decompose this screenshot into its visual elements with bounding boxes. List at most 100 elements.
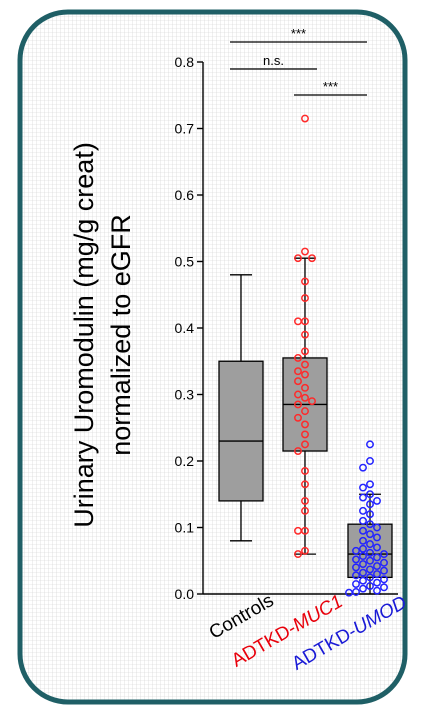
data-point — [359, 493, 367, 502]
data-point — [366, 490, 374, 499]
chart-frame — [17, 9, 408, 705]
data-point — [366, 582, 374, 590]
data-point — [359, 568, 367, 577]
box-plots — [218, 257, 393, 595]
data-point — [380, 566, 388, 575]
data-point — [301, 330, 309, 339]
data-point — [373, 543, 381, 552]
data-point — [359, 506, 367, 515]
data-point — [294, 447, 302, 455]
data-point — [359, 552, 367, 561]
y-axis: 0.0 0.1 0.2 0.3 0.4 0.5 0.6 0.7 0.8 — [175, 54, 398, 602]
y-tick-label: 0.6 — [175, 187, 195, 203]
data-point — [359, 463, 367, 472]
data-point — [301, 247, 309, 256]
data-point — [366, 510, 374, 519]
data-point — [380, 558, 388, 567]
data-point — [301, 407, 309, 416]
data-point — [366, 480, 374, 489]
data-point — [352, 546, 360, 555]
data-point — [366, 440, 374, 449]
data-point — [301, 420, 309, 429]
data-point — [359, 483, 367, 492]
data-point — [373, 533, 381, 542]
data-point — [373, 586, 381, 595]
data-point — [359, 536, 367, 545]
data-point — [359, 526, 367, 535]
data-point — [373, 570, 381, 578]
data-point — [373, 562, 381, 571]
data-point — [308, 397, 316, 406]
data-point — [366, 457, 374, 465]
data-point — [352, 580, 360, 588]
data-point — [373, 578, 381, 587]
y-tick-label: 0.8 — [175, 54, 195, 70]
data-point — [366, 565, 374, 574]
data-point — [380, 550, 388, 559]
significance-label: *** — [323, 79, 338, 94]
data-point — [308, 254, 316, 263]
y-axis-title-line2: normalized to eGFR — [106, 214, 136, 456]
data-point — [359, 544, 367, 553]
y-tick-label: 0.7 — [175, 121, 195, 137]
y-tick-label: 0.2 — [175, 453, 195, 469]
data-point — [366, 548, 374, 557]
data-point — [380, 583, 388, 592]
data-point — [345, 588, 353, 597]
data-points — [294, 114, 388, 597]
data-point — [359, 560, 367, 569]
data-point — [301, 496, 309, 505]
significance-label: n.s. — [263, 53, 284, 68]
data-point — [352, 555, 360, 564]
data-point — [366, 573, 374, 582]
data-point — [301, 277, 309, 286]
data-point — [294, 367, 302, 376]
y-tick-label: 0.4 — [175, 320, 195, 336]
data-point — [301, 546, 309, 555]
data-point — [373, 553, 381, 562]
data-point — [359, 516, 367, 525]
significance-label: *** — [291, 26, 306, 41]
data-point — [366, 500, 374, 509]
data-point — [294, 377, 302, 386]
data-point — [294, 400, 302, 409]
data-point — [366, 556, 374, 565]
data-point — [301, 393, 309, 402]
data-point — [301, 430, 309, 439]
y-tick-label: 0.1 — [175, 520, 195, 536]
data-point — [294, 353, 302, 362]
data-point — [294, 413, 302, 422]
data-point — [301, 294, 309, 303]
data-point — [366, 540, 374, 549]
significance-brackets: *** n.s. *** — [230, 26, 367, 96]
data-point — [301, 114, 309, 123]
data-point — [301, 370, 309, 379]
data-point — [373, 496, 381, 505]
data-point — [294, 526, 302, 535]
data-point — [301, 440, 309, 449]
data-point — [359, 584, 367, 593]
y-tick-label: 0.3 — [175, 387, 195, 403]
data-point — [294, 254, 302, 263]
y-tick-label: 0.0 — [175, 586, 195, 602]
y-axis-title-line1: Urinary Uromodulin (mg/g creat) — [69, 142, 99, 528]
data-point — [352, 571, 360, 580]
data-point — [301, 383, 309, 392]
data-point — [366, 520, 374, 529]
data-point — [352, 563, 360, 572]
data-point — [294, 317, 302, 326]
data-point — [373, 523, 381, 532]
data-point — [359, 576, 367, 585]
chart-frame-background — [20, 12, 405, 702]
data-point — [380, 575, 388, 584]
data-point — [301, 347, 309, 356]
y-tick-label: 0.5 — [175, 254, 195, 270]
box-iqr — [218, 360, 264, 502]
data-point — [294, 550, 302, 559]
data-point — [301, 467, 309, 475]
data-point — [294, 390, 302, 399]
data-point — [301, 506, 309, 515]
data-point — [301, 360, 309, 369]
data-point — [301, 480, 309, 489]
